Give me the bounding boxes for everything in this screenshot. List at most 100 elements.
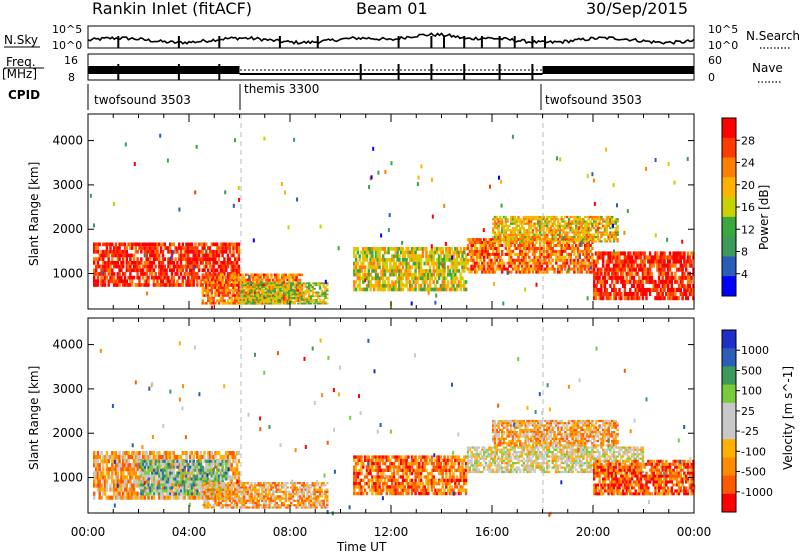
- echo-speck-5: [559, 157, 562, 162]
- echo-cell-1986: [412, 261, 415, 266]
- echo-speck-95: [612, 223, 615, 228]
- echo-cell-3031: [522, 215, 526, 219]
- echo-cell-3404: [596, 231, 599, 234]
- echo-cell-726: [201, 278, 204, 282]
- echo-cell-2528: [522, 261, 526, 265]
- echo-cell-1013: [257, 291, 260, 295]
- echo-cell-1572: [302, 282, 305, 285]
- echo-cell-299: [152, 253, 156, 258]
- echo-speck-42: [506, 270, 509, 275]
- echo-cell-201: [132, 261, 136, 265]
- echo-cell-1638: [317, 300, 320, 303]
- echo-cell-404: [176, 283, 179, 287]
- echo-cell-3500: [616, 220, 619, 223]
- echo-cell-757: [208, 289, 212, 292]
- echo-cell-2950: [508, 235, 511, 239]
- echo-cell-2042: [423, 272, 426, 277]
- echo-cell-2387: [492, 247, 495, 250]
- echo-cell-3992: [690, 259, 693, 264]
- echo-cell-1356: [259, 287, 262, 290]
- echo-cell-2368: [488, 244, 491, 247]
- echo-cell-5: [93, 261, 96, 265]
- echo-cell-1669: [324, 302, 327, 305]
- echo-cell-762: [210, 302, 213, 305]
- echo-cell-2971: [511, 222, 515, 225]
- echo-cell-600: [214, 242, 217, 247]
- echo-cell-777: [212, 283, 215, 287]
- echo-cell-807: [219, 289, 223, 292]
- echo-cell-49: [102, 467, 105, 472]
- echo-cell-1798: [374, 247, 378, 251]
- echo-cell-98: [112, 455, 116, 460]
- echo-cell-3572: [605, 259, 608, 264]
- echo-cell-2106: [436, 247, 439, 251]
- echo-cell-1606: [309, 299, 313, 301]
- echo-cell-1655: [320, 295, 324, 298]
- echo-cell-713: [237, 471, 241, 476]
- echo-cell-2673: [549, 244, 553, 247]
- echo-cell-3984: [688, 263, 691, 268]
- echo-cell-1693: [353, 254, 356, 258]
- echo-cell-3910: [674, 287, 677, 292]
- echo-cell-1050: [264, 294, 268, 297]
- echo-cell-1214: [295, 289, 298, 292]
- echo-cell-2443: [504, 238, 507, 242]
- echo-cell-675: [230, 268, 233, 273]
- echo-cell-2095: [434, 261, 437, 266]
- echo-cell-113: [114, 253, 118, 258]
- echo-cell-604: [214, 451, 217, 456]
- echo-cell-843: [226, 299, 230, 302]
- echo-cell-588: [210, 451, 213, 456]
- echo-cell-29: [98, 272, 101, 276]
- echo-cell-543: [199, 451, 203, 456]
- echo-cell-2603: [537, 264, 540, 268]
- echo-cell-2624: [540, 258, 544, 262]
- echo-cell-1835: [382, 258, 385, 262]
- echo-cell-737: [142, 486, 145, 490]
- echo-cell-3815: [656, 283, 659, 288]
- echo-cell-1541: [295, 282, 298, 285]
- echo-cell-522: [197, 249, 201, 254]
- echo-cell-1736: [362, 247, 365, 251]
- echo-cell-87: [109, 261, 112, 265]
- echo-cell-2649: [546, 267, 549, 271]
- echo-cell-2980: [513, 227, 516, 230]
- echo-cell-242: [141, 246, 145, 250]
- echo-cell-2573: [531, 261, 535, 265]
- echo-cell-2654: [546, 249, 549, 253]
- echo-cell-3288: [575, 227, 578, 230]
- echo-cell-1923: [400, 272, 403, 277]
- echo-cell-3432: [603, 240, 607, 243]
- echo-cell-2581: [533, 267, 536, 271]
- echo-cell-508: [196, 279, 199, 284]
- echo-cell-2047: [425, 280, 428, 284]
- echo-cell-3174: [551, 238, 554, 241]
- echo-cell-2431: [501, 249, 504, 253]
- echo-cell-1240: [299, 273, 302, 277]
- echo-cell-3624: [616, 267, 619, 272]
- echo-cell-2990: [515, 227, 518, 230]
- echo-cell-621: [219, 264, 222, 269]
- echo-cell-2589: [533, 244, 536, 247]
- echo-cell-1619: [311, 286, 314, 288]
- echo-cell-1614: [311, 295, 314, 298]
- echo-cell-3596: [611, 259, 614, 264]
- echo-cell-2130: [441, 269, 444, 273]
- echo-cell-3988: [690, 287, 693, 292]
- echo-cell-2028: [419, 254, 423, 258]
- echo-cell-479: [190, 272, 194, 276]
- echo-cell-2200: [455, 287, 459, 292]
- echo-cell-556: [203, 451, 206, 456]
- echo-cell-365: [165, 495, 168, 500]
- echo-cell-2645: [544, 249, 547, 253]
- echo-cell-3618: [614, 255, 617, 260]
- echo-cell-1467: [281, 289, 284, 292]
- echo-cell-3883: [668, 287, 672, 292]
- echo-cell-1695: [353, 247, 356, 251]
- echo-cell-2089: [432, 254, 435, 258]
- echo-cell-467: [188, 279, 192, 284]
- echo-cell-1434: [275, 300, 278, 303]
- echo-cell-2336: [483, 258, 486, 262]
- echo-cell-1444: [277, 299, 280, 301]
- echo-cell-196: [131, 246, 134, 250]
